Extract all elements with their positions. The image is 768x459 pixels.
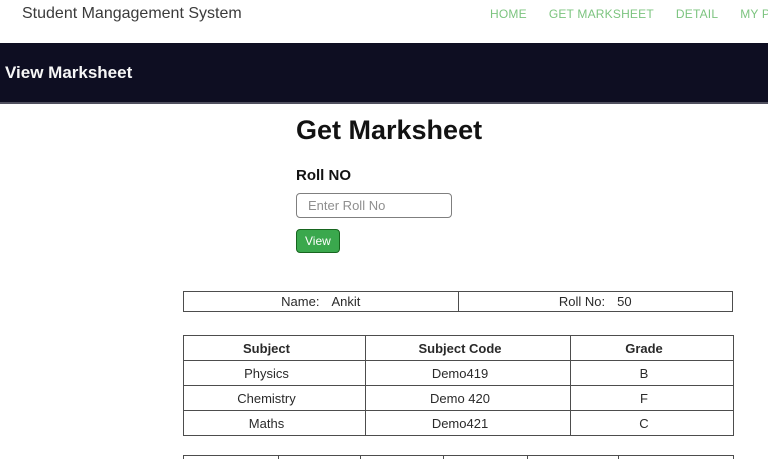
subject-code-cell: Demo421 [365, 410, 571, 436]
subject-cell: Physics [183, 360, 366, 386]
marksheet-row: Maths Demo421 C [183, 410, 734, 436]
nav-link-detail[interactable]: DETAIL [675, 7, 719, 21]
header-grade: Grade [570, 335, 734, 361]
form-heading: Get Marksheet [296, 115, 483, 145]
top-navbar: Student Mangagement System HOME GET MARK… [0, 0, 768, 43]
view-button[interactable]: View [296, 229, 340, 253]
subject-cell: Maths [183, 410, 366, 436]
grade-cell: C [570, 410, 734, 436]
student-info-row: Name: Ankit Roll No: 50 [183, 291, 733, 312]
partial-bottom-table [183, 455, 734, 459]
grade-cell: B [570, 360, 734, 386]
page-banner-title: View Marksheet [5, 62, 133, 82]
student-info-table: Name: Ankit Roll No: 50 [183, 291, 733, 312]
header-subject-code: Subject Code [365, 335, 571, 361]
partial-cell [618, 455, 734, 459]
nav-link-my-profile[interactable]: MY PROFILE [740, 7, 768, 21]
subject-cell: Chemistry [183, 385, 366, 411]
student-roll-label: Roll No: [558, 294, 606, 309]
subject-code-cell: Demo 420 [365, 385, 571, 411]
student-roll-cell: Roll No: 50 [457, 291, 733, 312]
marksheet-row: Physics Demo419 B [183, 360, 734, 386]
partial-cell [278, 455, 361, 459]
grade-cell: F [570, 385, 734, 411]
nav-link-home[interactable]: HOME [490, 7, 527, 21]
student-roll-value: 50 [617, 294, 632, 309]
roll-no-input[interactable] [296, 193, 452, 218]
partial-cell [183, 455, 279, 459]
marksheet-table: Subject Subject Code Grade Physics Demo4… [183, 335, 734, 436]
app-title: Student Mangagement System [22, 5, 242, 22]
partial-cell [527, 455, 619, 459]
subject-code-cell: Demo419 [365, 360, 571, 386]
partial-table-row [183, 455, 734, 459]
partial-cell [443, 455, 528, 459]
header-subject: Subject [183, 335, 366, 361]
nav-menu: HOME GET MARKSHEET DETAIL MY PROFILE [490, 7, 768, 21]
page-banner: View Marksheet [0, 43, 768, 104]
student-name-cell: Name: Ankit [183, 291, 459, 312]
partial-cell [360, 455, 444, 459]
marksheet-header-row: Subject Subject Code Grade [183, 335, 734, 361]
student-name-value: Ankit [331, 294, 361, 309]
student-name-label: Name: [281, 294, 320, 309]
roll-no-label: Roll NO [296, 167, 351, 184]
marksheet-row: Chemistry Demo 420 F [183, 385, 734, 411]
nav-link-get-marksheet[interactable]: GET MARKSHEET [548, 7, 654, 21]
